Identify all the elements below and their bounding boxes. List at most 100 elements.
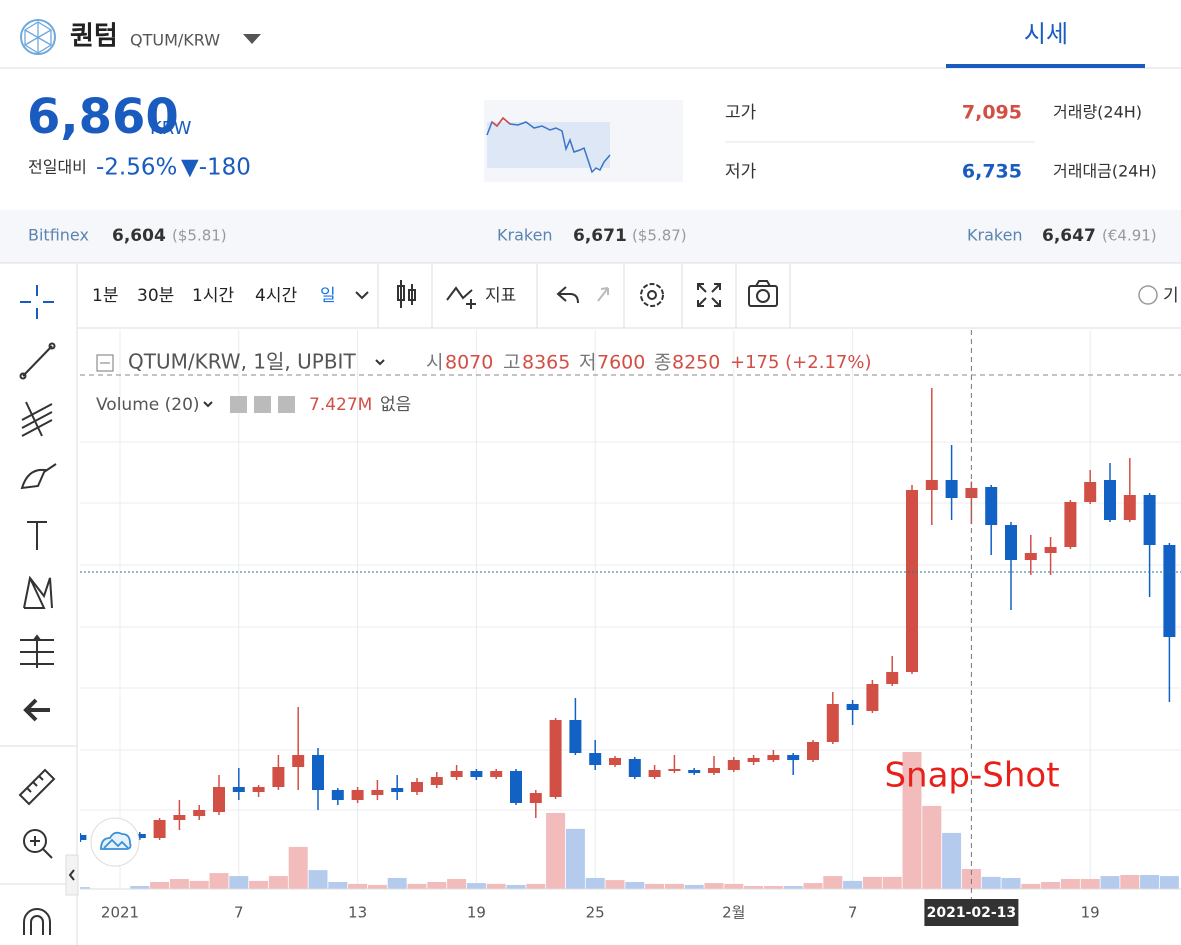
volume-bar bbox=[803, 883, 823, 889]
ohlc-label: 종 bbox=[654, 352, 671, 374]
candle-body bbox=[648, 770, 661, 777]
change-pct: -2.56% bbox=[96, 155, 177, 181]
ohlc-label: 시 bbox=[426, 352, 443, 374]
undo[interactable] bbox=[556, 286, 579, 304]
exchange-name: Bitfinex bbox=[28, 226, 89, 245]
candle-body bbox=[213, 787, 225, 812]
candle-body bbox=[1104, 480, 1116, 520]
volume-bar bbox=[684, 884, 704, 889]
x-tick-label: 2021 bbox=[101, 904, 139, 922]
volume-bar bbox=[585, 877, 605, 889]
volume-bar bbox=[447, 879, 467, 889]
vol-icon[interactable] bbox=[230, 396, 247, 413]
stat-label: 저가 bbox=[725, 162, 757, 182]
annotation: Snap-Shot bbox=[884, 756, 1059, 796]
collapse-tab[interactable] bbox=[65, 854, 79, 896]
volume-bar bbox=[902, 752, 922, 889]
cut-text: 기 bbox=[1163, 286, 1179, 306]
interval[interactable]: 4시간 bbox=[255, 286, 297, 306]
candle-body bbox=[549, 720, 562, 797]
radio[interactable] bbox=[1138, 285, 1158, 305]
interval[interactable]: 1분 bbox=[92, 286, 118, 306]
indicator-icon[interactable] bbox=[446, 286, 476, 309]
volume-bar bbox=[486, 883, 506, 889]
candle-body bbox=[925, 480, 938, 490]
x-tick-label: 2월 bbox=[722, 904, 745, 922]
volume-bar bbox=[565, 828, 585, 889]
indicator[interactable]: 지표 bbox=[485, 286, 516, 306]
change-abs: ▼-180 bbox=[181, 155, 251, 181]
x-tick-label: 7 bbox=[234, 904, 244, 922]
candle-body bbox=[510, 771, 522, 803]
volume-bar bbox=[744, 886, 764, 889]
volume-bar bbox=[1159, 876, 1179, 889]
candle-body bbox=[411, 782, 423, 792]
candle-icon[interactable] bbox=[397, 280, 416, 308]
logo[interactable] bbox=[20, 19, 56, 55]
candle-body bbox=[272, 767, 285, 787]
x-tick-label: 19 bbox=[1081, 904, 1100, 922]
pair: QTUM/KRW bbox=[130, 31, 220, 50]
volume-bar bbox=[704, 883, 724, 889]
x-tick-label: 19 bbox=[467, 904, 486, 922]
volume-bar bbox=[843, 880, 863, 889]
exchange-foreign: ($5.87) bbox=[632, 227, 687, 245]
tab[interactable]: 시세 bbox=[1024, 20, 1068, 48]
candle-body bbox=[371, 790, 384, 795]
candle-body bbox=[569, 720, 582, 753]
camera[interactable] bbox=[748, 280, 778, 307]
interval[interactable]: 30분 bbox=[137, 286, 174, 306]
candle-body bbox=[1005, 525, 1017, 560]
fullscreen[interactable] bbox=[697, 283, 721, 307]
redo[interactable] bbox=[597, 287, 609, 302]
left-tools[interactable] bbox=[18, 285, 57, 935]
ohlc-value: 7600 bbox=[597, 352, 645, 374]
volume-bar bbox=[209, 873, 229, 889]
volume-bar bbox=[249, 880, 269, 889]
exchange-foreign: (€4.91) bbox=[1102, 227, 1157, 245]
collapse[interactable] bbox=[96, 354, 114, 372]
candle-body bbox=[331, 790, 344, 800]
volume-bar bbox=[130, 886, 150, 889]
candle-body bbox=[450, 771, 463, 777]
exchanges: Bitfinex 6,604 ($5.81) Kraken 6,671 ($5.87) Kr… bbox=[28, 226, 1157, 247]
volume-bar bbox=[387, 877, 407, 889]
candle-body bbox=[1064, 502, 1077, 547]
crosshair-label-bg bbox=[924, 899, 1019, 926]
candle-body bbox=[1163, 545, 1176, 637]
candle-body bbox=[727, 760, 740, 770]
candle-body bbox=[708, 768, 720, 773]
candle-body bbox=[628, 759, 641, 777]
candle-body bbox=[312, 755, 324, 790]
volume-bar bbox=[645, 883, 665, 889]
interval[interactable]: 1시간 bbox=[192, 286, 234, 306]
candle-body bbox=[906, 490, 918, 672]
change-label: 전일대비 bbox=[28, 158, 87, 177]
tab-underline bbox=[946, 64, 1145, 68]
volume-bar bbox=[625, 881, 645, 889]
sparkline bbox=[484, 100, 683, 182]
dropdown[interactable] bbox=[243, 34, 261, 44]
exchange-name: Kraken bbox=[967, 226, 1023, 245]
volume-bar bbox=[407, 883, 427, 889]
vol-icon[interactable] bbox=[278, 396, 295, 413]
candle-body bbox=[866, 684, 879, 711]
candle-body bbox=[232, 787, 245, 792]
stat-value: 6,735 bbox=[962, 161, 1022, 183]
vol-icon[interactable] bbox=[254, 396, 271, 413]
cloud-button[interactable] bbox=[90, 817, 140, 867]
settings[interactable] bbox=[640, 283, 664, 307]
ohlc-label: 저 bbox=[579, 352, 596, 374]
candle-body bbox=[351, 790, 364, 800]
chevron[interactable] bbox=[355, 291, 369, 300]
volume-bar bbox=[150, 881, 170, 889]
candle-body bbox=[292, 755, 305, 767]
candle-body bbox=[826, 704, 839, 742]
stat-value: 7,095 bbox=[962, 102, 1022, 124]
separators bbox=[377, 264, 791, 328]
x-tick-label: 13 bbox=[348, 904, 367, 922]
interval[interactable]: 일 bbox=[320, 286, 336, 306]
exchange-name: Kraken bbox=[497, 226, 553, 245]
exchange-bar bbox=[0, 210, 1181, 263]
candle-body bbox=[490, 771, 503, 777]
